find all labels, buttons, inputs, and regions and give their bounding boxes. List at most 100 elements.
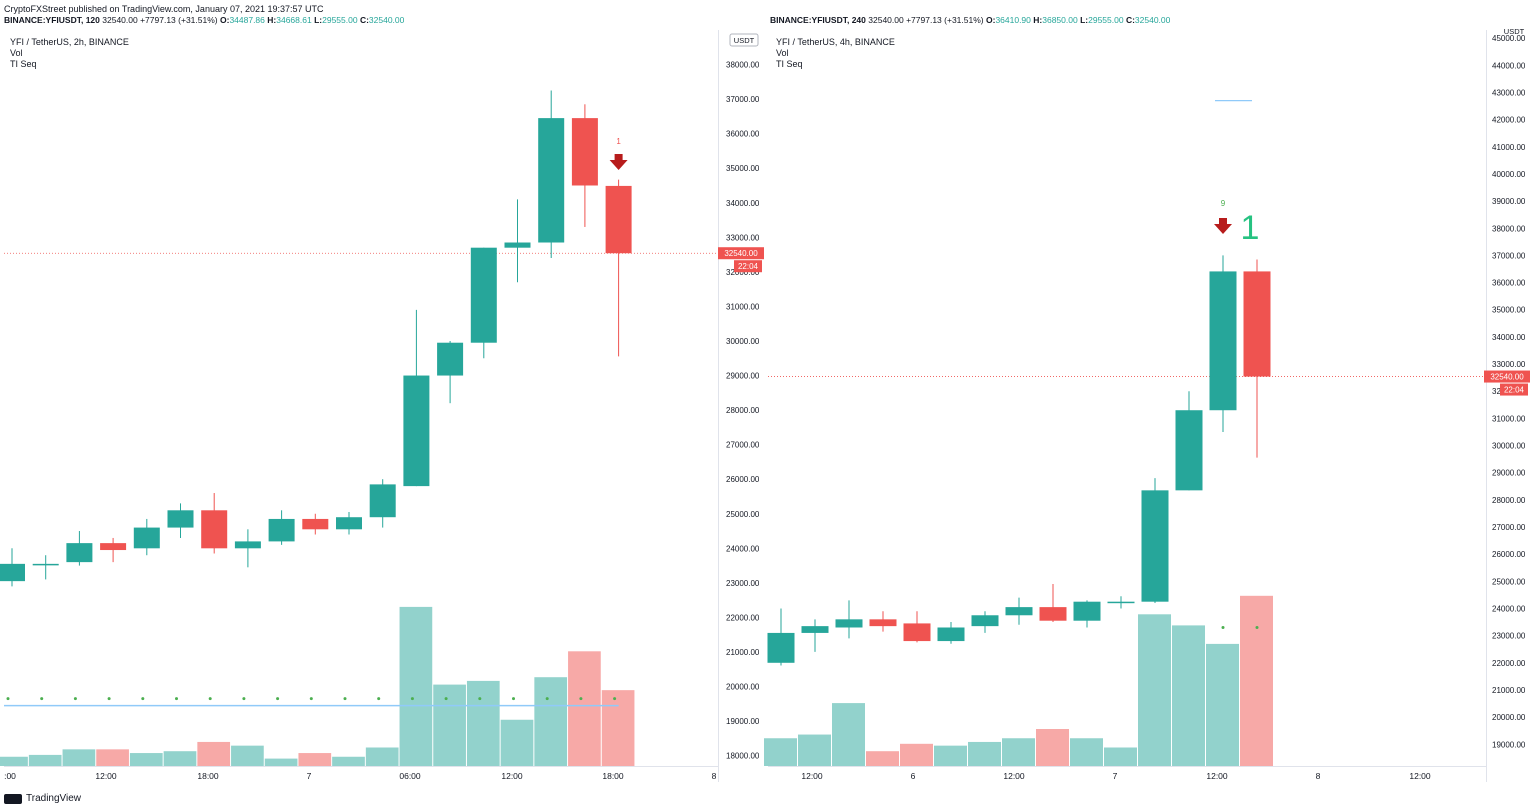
chart2-candle-body <box>971 615 999 627</box>
chart1-currency-badge <box>729 33 759 47</box>
chart2-countdown-bg <box>1500 383 1528 396</box>
chart2-candle-body <box>767 632 795 663</box>
chart2-y-tick: 43000.00 <box>1492 88 1526 97</box>
chart2-candle-body <box>801 626 829 633</box>
chart2-y-tick: 45000.00 <box>1492 34 1526 43</box>
chart1-high: 34668.61 <box>276 15 312 25</box>
chart1-price: 32540.00 <box>102 15 138 25</box>
chart1-candle-body <box>133 527 160 549</box>
chart1-y-tick: 31000.00 <box>726 302 760 311</box>
chart2-candle-body <box>1209 271 1237 411</box>
chart1-seq-dot <box>6 697 10 701</box>
chart1-seq-dot <box>512 697 515 701</box>
chart2-seq-dot <box>1221 625 1225 629</box>
chart1-volume-bar <box>466 680 500 766</box>
chart1-countdown-bg <box>734 260 762 273</box>
chart1-ohlc-line: BINANCE:YFIUSDT, 120 32540.00 +7797.13 (… <box>4 15 405 25</box>
chart2-candle-body <box>1107 601 1135 604</box>
chart2-volume-bar <box>1104 747 1137 766</box>
chart2-indicator-vol[interactable]: Vol <box>776 48 789 58</box>
chart1-volume-bar <box>500 719 534 766</box>
chart1-currency: USDT <box>734 36 755 45</box>
chart1-x-label: 18:00 <box>602 771 624 781</box>
chart2-seq-dot <box>1255 625 1259 629</box>
chart1-seq-dot <box>545 697 549 701</box>
chart2-price-label-bg <box>1484 370 1530 383</box>
chart1-x-label: 06:00 <box>399 771 421 781</box>
chart1-indicator-vol[interactable]: Vol <box>10 48 23 58</box>
chart1-seq-dot <box>175 697 178 701</box>
chart1-candle-body <box>504 242 531 248</box>
chart1-y-tick: 37000.00 <box>726 95 760 104</box>
chart2-count-label: 1 <box>1241 209 1260 247</box>
chart1-candle-body <box>571 118 598 186</box>
chart2-volume-bar <box>1002 738 1035 766</box>
chart2-y-tick: 41000.00 <box>1492 143 1526 152</box>
chart1-volume-bar <box>298 753 332 766</box>
chart1-candle-body <box>605 185 632 254</box>
chart1-volume-bar <box>197 741 231 766</box>
chart2-candle-body <box>937 627 965 642</box>
chart2-low: 29555.00 <box>1088 15 1124 25</box>
chart1-y-tick: 32000.00 <box>726 268 760 277</box>
chart1-seq-dot <box>208 697 212 701</box>
chart1-countdown: 22:04 <box>738 262 759 271</box>
chart1-volume-bar <box>28 754 62 766</box>
chart2-volume-bar <box>968 741 1001 766</box>
chart1-candle-body <box>538 118 565 243</box>
chart1-y-tick: 38000.00 <box>726 61 760 70</box>
chart2-candle-body <box>1005 607 1033 616</box>
chart2-y-tick: 31000.00 <box>1492 414 1526 423</box>
chart2-volume-bar <box>1172 625 1205 766</box>
chart2-title[interactable]: YFI / TetherUS, 4h, BINANCE <box>776 37 895 47</box>
chart1-seq-dot <box>141 697 145 701</box>
chart2-candle-body <box>1039 607 1067 621</box>
chart1-seq-dot <box>478 697 482 701</box>
chart1-seq-dot <box>40 697 44 701</box>
chart2-y-tick: 20000.00 <box>1492 713 1526 722</box>
chart1-close: 32540.00 <box>368 15 405 25</box>
chart1-y-tick: 21000.00 <box>726 648 760 657</box>
chart2-x-label: 12:00 <box>801 771 823 781</box>
chart1-candle-body <box>437 342 464 376</box>
chart1-seq-dot <box>579 697 583 701</box>
chart2-y-tick: 24000.00 <box>1492 604 1526 613</box>
chart2-indicator-tiseq[interactable]: TI Seq <box>776 59 803 69</box>
chart1-seq-dot <box>107 697 111 701</box>
chart1-title[interactable]: YFI / TetherUS, 2h, BINANCE <box>10 37 129 47</box>
chart1-volume-bar <box>365 747 399 766</box>
chart1-volume-bar <box>96 749 129 766</box>
chart2-y-tick: 25000.00 <box>1492 577 1526 586</box>
chart1-candle-body <box>336 517 362 530</box>
chart1-plot: 18000.00 19000.00 20000.00 21000.00 22000.00… <box>0 30 764 782</box>
chart2-y-tick: 26000.00 <box>1492 550 1526 559</box>
chart2-y-tick: 27000.00 <box>1492 523 1526 532</box>
chart1-candle-body <box>470 247 497 343</box>
chart1-seq-dot <box>377 697 381 701</box>
chart1-volume-bar <box>568 651 601 766</box>
chart2-plot: 19000.00 20000.00 21000.00 22000.00 23000.00… <box>764 27 1530 782</box>
chart1-candle-body <box>167 510 194 528</box>
chart1-seq-dot <box>276 697 280 701</box>
chart1-y-tick: 28000.00 <box>726 406 760 415</box>
chart2-high: 36850.00 <box>1042 15 1078 25</box>
chart1-indicator-tiseq[interactable]: TI Seq <box>10 59 37 69</box>
chart1-y-tick: 22000.00 <box>726 613 760 622</box>
chart1-volume-bar <box>62 749 96 766</box>
chart1-candle-body <box>234 541 261 549</box>
chart1-x-label: :00 <box>4 771 16 781</box>
chart1-seq-dot <box>444 697 448 701</box>
chart1-candle-body <box>201 510 228 549</box>
chart1-candle-body <box>66 543 93 563</box>
chart2-x-label: 12:00 <box>1409 771 1431 781</box>
publisher-line: CryptoFXStreet published on TradingView.… <box>4 4 324 14</box>
chart2-x-label: 6 <box>911 771 916 781</box>
chart1-volume-bar <box>231 745 264 766</box>
chart2-volume-bar <box>1206 643 1239 766</box>
chart1-y-tick: 27000.00 <box>726 441 760 450</box>
chart1-candle-body <box>100 543 127 551</box>
chart1-y-tick: 26000.00 <box>726 475 760 484</box>
chart2-y-tick: 42000.00 <box>1492 116 1526 125</box>
chart1-candle-body <box>268 518 295 542</box>
